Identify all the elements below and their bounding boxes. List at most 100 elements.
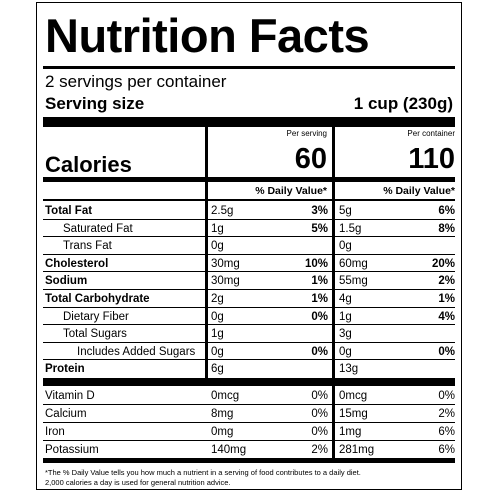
table-row: Protein 6g 13g: [37, 360, 461, 379]
serving-amount: 0g: [211, 345, 224, 358]
serving-dv: 5%: [311, 222, 328, 235]
serving-dv: 0%: [311, 408, 328, 420]
container-dv: 2%: [438, 408, 455, 420]
serving-amount: 30mg: [211, 275, 240, 288]
container-amount: 1g: [339, 310, 352, 323]
serving-amount: 140mg: [211, 444, 247, 456]
table-row: Vitamin D 0mcg 0% 0mcg 0%: [37, 387, 461, 406]
serving-size-value: 1 cup (230g): [353, 94, 453, 113]
container-amount: 281mg: [339, 444, 375, 456]
container-amount: 0mcg: [339, 390, 368, 402]
serving-dv: 0%: [311, 310, 328, 323]
serving-dv: 1%: [311, 275, 328, 288]
row-divider: [43, 236, 455, 238]
nutrient-name: Protein: [45, 363, 85, 376]
per-serving-header: Per serving: [286, 129, 327, 138]
serving-dv: 0%: [311, 426, 328, 438]
table-row: Potassium 140mg 2% 281mg 6%: [37, 441, 461, 460]
container-amount: 55mg: [339, 275, 368, 288]
serving-amount: 0g: [211, 240, 224, 253]
container-amount: 1mg: [339, 426, 362, 438]
row-divider: [43, 306, 455, 308]
divider-thick-top: [43, 117, 455, 127]
column-divider-left: [205, 127, 208, 378]
table-row: Total Fat 2.5g 3% 5g 6%: [37, 202, 461, 221]
serving-amount: 0mg: [211, 426, 234, 438]
table-row: Trans Fat 0g 0g: [37, 237, 461, 256]
container-amount: 1.5g: [339, 222, 362, 235]
nutrient-name: Iron: [45, 426, 65, 438]
container-dv: 8%: [438, 222, 455, 235]
divider-dv: [43, 199, 455, 201]
serving-dv: 1%: [311, 293, 328, 305]
nutrient-name: Saturated Fat: [63, 222, 133, 235]
container-dv: 4%: [438, 310, 455, 323]
serving-amount: 30mg: [211, 257, 240, 270]
nutrient-name: Total Carbohydrate: [45, 293, 150, 305]
serving-dv: 10%: [304, 257, 328, 270]
footnote: *The % Daily Value tells you how much a …: [45, 468, 455, 488]
row-divider: [43, 271, 455, 273]
table-row: Includes Added Sugars 0g 0% 0g 0%: [37, 343, 461, 362]
serving-amount: 0g: [211, 310, 224, 323]
serving-size-label: Serving size: [45, 94, 145, 113]
serving-dv: 2%: [311, 444, 328, 456]
servings-per-container: 2 servings per container: [45, 72, 227, 91]
nutrient-name: Includes Added Sugars: [77, 345, 196, 358]
row-divider: [43, 324, 455, 326]
row-divider: [43, 359, 455, 361]
table-row: Calcium 8mg 0% 15mg 2%: [37, 405, 461, 424]
footnote-line-1: *The % Daily Value tells you how much a …: [45, 468, 361, 477]
container-dv: 1%: [438, 293, 455, 305]
container-dv: 0%: [438, 345, 455, 358]
row-divider: [43, 253, 455, 255]
per-container-header: Per container: [407, 129, 455, 138]
calories-per-serving: 60: [294, 143, 327, 175]
container-dv: 0%: [438, 390, 455, 402]
dv-header-serving: % Daily Value*: [255, 185, 327, 197]
table-row: Total Sugars 1g 3g: [37, 325, 461, 344]
serving-amount: 8mg: [211, 408, 234, 420]
container-dv: 6%: [438, 444, 455, 456]
nutrient-name: Calcium: [45, 408, 87, 420]
nutrient-name: Potassium: [45, 444, 99, 456]
nutrient-name: Dietary Fiber: [63, 310, 129, 323]
nutrient-name: Total Sugars: [63, 328, 127, 341]
serving-dv: 0%: [311, 390, 328, 402]
serving-amount: 2g: [211, 293, 224, 305]
row-divider: [43, 422, 455, 423]
row-divider: [43, 218, 455, 220]
serving-amount: 0mcg: [211, 390, 240, 402]
serving-amount: 1g: [211, 328, 224, 341]
column-divider-right: [332, 127, 335, 458]
serving-amount: 2.5g: [211, 205, 234, 217]
row-divider: [43, 341, 455, 343]
nutrient-name: Cholesterol: [45, 257, 109, 270]
nutrient-name: Trans Fat: [63, 240, 112, 253]
container-dv: 2%: [438, 275, 455, 288]
container-amount: 13g: [339, 363, 359, 376]
nutrient-name: Total Fat: [45, 205, 93, 217]
serving-amount: 6g: [211, 363, 224, 376]
nutrition-label: Nutrition Facts 2 servings per container…: [36, 2, 462, 490]
serving-amount: 1g: [211, 222, 224, 235]
footnote-line-2: 2,000 calories a day is used for general…: [45, 478, 231, 487]
serving-dv: 0%: [311, 345, 328, 358]
divider-title: [43, 66, 455, 69]
container-dv: 6%: [438, 205, 455, 217]
calories-label: Calories: [45, 152, 132, 177]
container-amount: 15mg: [339, 408, 368, 420]
table-row: Iron 0mg 0% 1mg 6%: [37, 423, 461, 442]
row-divider: [43, 440, 455, 441]
container-dv: 6%: [438, 426, 455, 438]
container-amount: 5g: [339, 205, 352, 217]
container-amount: 0g: [339, 345, 352, 358]
table-row: Sodium 30mg 1% 55mg 2%: [37, 272, 461, 291]
container-dv: 20%: [431, 257, 455, 270]
nutrient-name: Sodium: [45, 275, 88, 288]
label-title: Nutrition Facts: [45, 9, 370, 62]
table-row: Cholesterol 30mg 10% 60mg 20%: [37, 255, 461, 274]
dv-header-container: % Daily Value*: [383, 185, 455, 197]
container-amount: 60mg: [339, 257, 368, 270]
nutrient-name: Vitamin D: [45, 390, 95, 402]
